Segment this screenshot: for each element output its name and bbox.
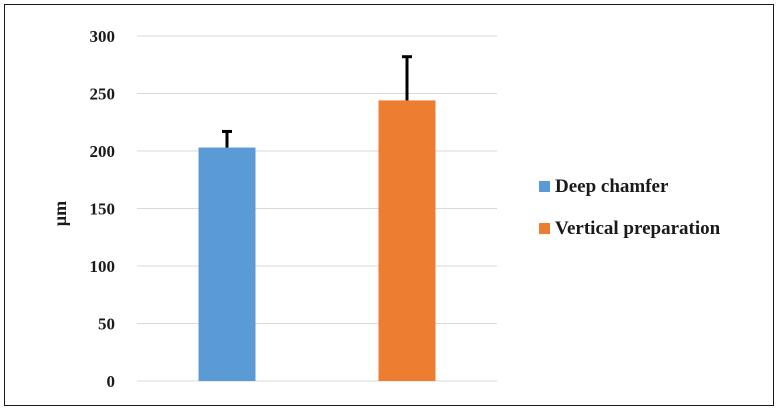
- legend-swatch: [539, 223, 550, 234]
- y-axis-label: µm: [50, 201, 70, 226]
- legend: Deep chamfer Vertical preparation: [539, 176, 721, 239]
- gridlines: [137, 35, 497, 382]
- y-tick-label: 200: [90, 142, 116, 161]
- legend-label: Deep chamfer: [555, 176, 669, 197]
- y-tick-label: 0: [107, 372, 116, 391]
- y-tick-label: 150: [90, 200, 116, 219]
- legend-label: Vertical preparation: [555, 218, 721, 239]
- y-tick-labels: 0 50 100 150 200 250 300: [90, 27, 116, 391]
- bar-group: [198, 100, 436, 382]
- bar-deep-chamfer: [198, 147, 256, 381]
- y-tick-label: 100: [90, 257, 116, 276]
- bar-vertical-preparation: [378, 100, 436, 382]
- y-tick-label: 50: [98, 315, 115, 334]
- y-tick-label: 250: [90, 85, 116, 104]
- y-tick-label: 300: [90, 27, 116, 46]
- legend-swatch: [539, 181, 550, 192]
- error-bar-group: [222, 55, 412, 148]
